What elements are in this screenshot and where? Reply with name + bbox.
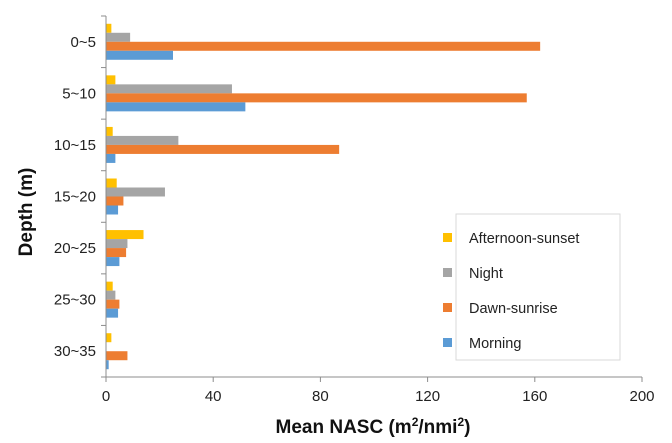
bar-dawn-sunrise-15-20: [106, 196, 124, 206]
bar-afternoon-sunset-0-5: [106, 23, 112, 33]
y-tick-label: 20~25: [54, 240, 96, 257]
y-tick-label: 5~10: [62, 85, 96, 102]
legend-swatch-night: [443, 268, 452, 277]
bar-morning-25-30: [106, 308, 119, 318]
legend-label-dawn-sunrise: Dawn-sunrise: [469, 301, 558, 317]
bars-group: [106, 23, 541, 370]
legend-swatch-morning: [443, 338, 452, 347]
y-tick-label: 10~15: [54, 137, 96, 154]
y-axis-title: Depth (m): [16, 168, 37, 257]
y-tick-label: 30~35: [54, 343, 96, 360]
x-axis-title-sup2: 2: [457, 415, 464, 429]
y-tick-label: 0~5: [71, 34, 96, 51]
bar-afternoon-sunset-25-30: [106, 281, 113, 291]
bar-night-5-10: [106, 84, 232, 94]
bar-morning-0-5: [106, 50, 173, 60]
bar-night-25-30: [106, 290, 116, 300]
legend-swatch-afternoon-sunset: [443, 233, 452, 242]
x-tick-label: 40: [205, 388, 222, 405]
bar-dawn-sunrise-5-10: [106, 93, 527, 103]
legend: Afternoon-sunset Night Dawn-sunrise Morning: [443, 213, 621, 361]
bar-dawn-sunrise-30-35: [106, 351, 128, 361]
x-axis-title-suffix: ): [464, 417, 470, 438]
x-tick-label: 120: [415, 388, 440, 405]
x-tick-label: 160: [522, 388, 547, 405]
bar-morning-30-35: [106, 360, 109, 370]
bar-dawn-sunrise-0-5: [106, 41, 541, 51]
x-tick-label: 200: [629, 388, 654, 405]
bar-morning-15-20: [106, 205, 119, 215]
ticks-group: 0~5 5~10 10~15 15~20 20~25 25~30 30~35 0 40 80 120…: [54, 15, 655, 405]
bar-afternoon-sunset-10-15: [106, 126, 113, 136]
legend-label-night: Night: [469, 266, 503, 282]
legend-items: Afternoon-sunset Night Dawn-sunrise Morning: [443, 231, 579, 352]
legend-box: [455, 213, 621, 361]
bar-morning-10-15: [106, 153, 116, 163]
x-axis-title-prefix: Mean NASC (m: [276, 417, 412, 438]
bar-dawn-sunrise-20-25: [106, 248, 127, 258]
bar-afternoon-sunset-15-20: [106, 178, 117, 188]
bar-afternoon-sunset-5-10: [106, 75, 116, 85]
bar-night-0-5: [106, 32, 131, 42]
legend-swatch-dawn-sunrise: [443, 303, 452, 312]
bar-night-15-20: [106, 187, 165, 197]
bar-morning-5-10: [106, 102, 246, 112]
y-tick-label: 25~30: [54, 292, 96, 309]
legend-label-afternoon-sunset: Afternoon-sunset: [469, 231, 579, 247]
x-tick-label: 80: [312, 388, 329, 405]
x-axis-title: Mean NASC (m2/nmi2): [276, 415, 471, 438]
x-axis-title-sup1: 2: [412, 415, 419, 429]
x-tick-label: 0: [102, 388, 110, 405]
axes-group: [105, 16, 642, 378]
bar-night-10-15: [106, 135, 179, 145]
bar-afternoon-sunset-30-35: [106, 333, 112, 343]
legend-label-morning: Morning: [469, 336, 521, 352]
bar-dawn-sunrise-25-30: [106, 299, 120, 309]
y-tick-label: 15~20: [54, 189, 96, 206]
bar-night-20-25: [106, 239, 128, 249]
bar-dawn-sunrise-10-15: [106, 144, 340, 154]
x-axis-title-mid: /nmi: [418, 417, 457, 438]
bar-morning-20-25: [106, 257, 120, 267]
bar-afternoon-sunset-20-25: [106, 230, 144, 240]
